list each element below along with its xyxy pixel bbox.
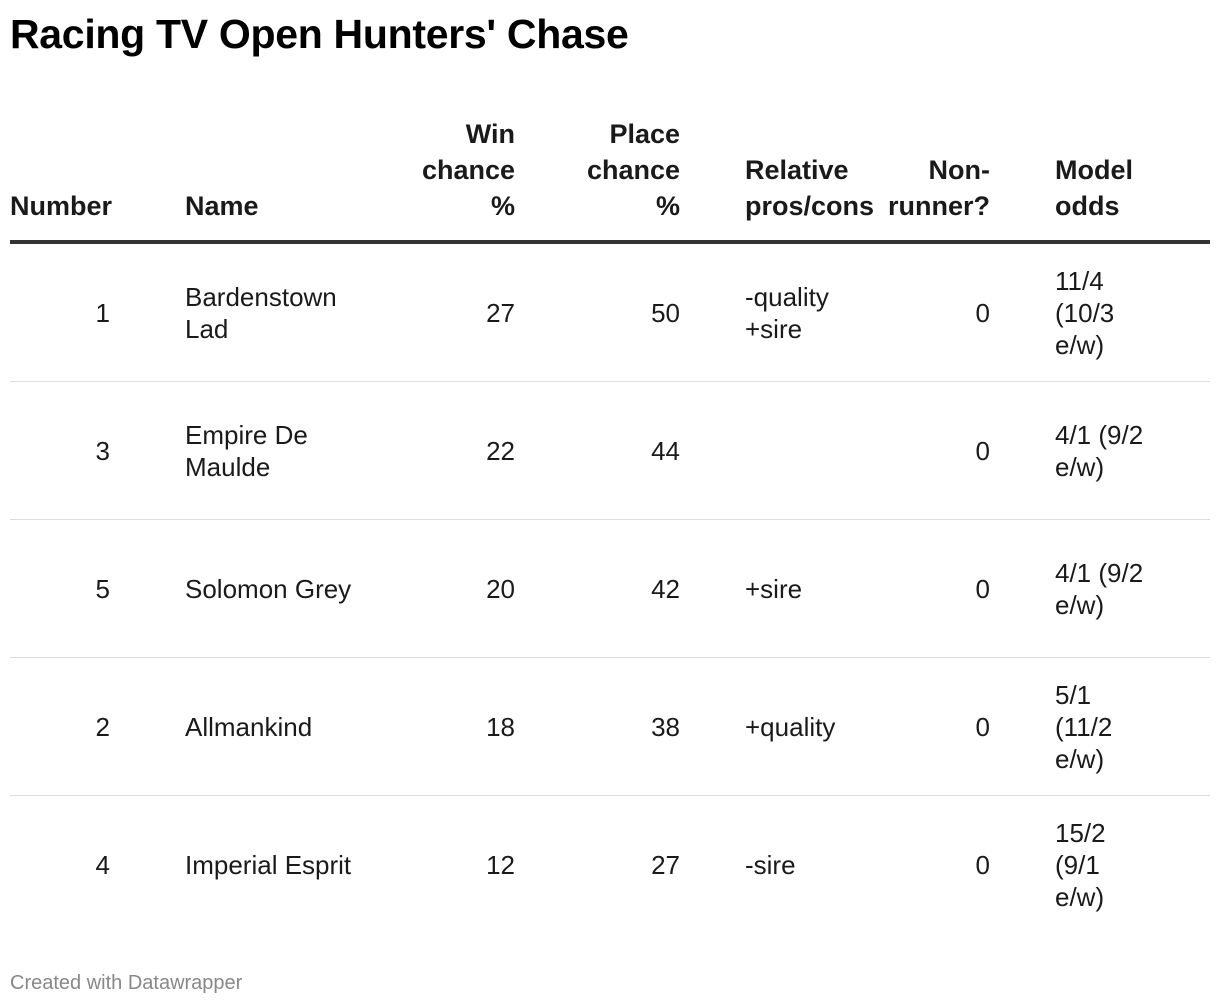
cell-win-chance: 18 <box>345 657 515 796</box>
cell-win-chance-text: 27 <box>486 297 515 328</box>
cell-non-runner-text: 0 <box>975 711 990 742</box>
cell-non-runner: 0 <box>870 381 990 520</box>
cell-model-odds: 15/2 (9/1 e/w) <box>990 796 1210 934</box>
cell-place-chance-text: 27 <box>651 849 680 880</box>
cell-place-chance: 50 <box>515 242 680 382</box>
cell-name-text: Bardenstown Lad <box>185 281 337 344</box>
cell-place-chance: 27 <box>515 796 680 934</box>
cell-model-odds: 11/4 (10/3 e/w) <box>990 242 1210 382</box>
table-body: 1 Bardenstown Lad 27 50 -quality +sire 0 11/4 … <box>10 242 1210 933</box>
cell-relative-pros-cons: -quality +sire <box>680 242 870 382</box>
cell-place-chance-text: 38 <box>651 711 680 742</box>
cell-place-chance: 44 <box>515 381 680 520</box>
cell-non-runner-text: 0 <box>975 849 990 880</box>
cell-win-chance-text: 22 <box>486 435 515 466</box>
cell-relative-pros-cons: +sire <box>680 519 870 658</box>
table-row: 1 Bardenstown Lad 27 50 -quality +sire 0 11/4 … <box>10 242 1210 382</box>
cell-number-text: 4 <box>95 849 110 880</box>
column-header-place-chance[interactable]: Place chance % <box>515 116 680 244</box>
cell-win-chance-text: 20 <box>486 573 515 604</box>
cell-model-odds: 4/1 (9/2 e/w) <box>990 519 1210 658</box>
cell-name: Imperial Esprit <box>150 796 351 934</box>
cell-relative-pros-cons <box>680 381 870 520</box>
cell-number: 3 <box>10 381 150 520</box>
cell-relative-pros-cons: -sire <box>680 796 870 934</box>
table-row: 4 Imperial Esprit 12 27 -sire 0 15/2 (9/1 e/w) <box>10 796 1210 934</box>
cell-model-odds-text: 5/1 (11/2 e/w) <box>1055 679 1113 774</box>
cell-non-runner-text: 0 <box>975 435 990 466</box>
cell-win-chance: 27 <box>345 242 515 382</box>
cell-name-text: Solomon Grey <box>185 573 352 604</box>
cell-non-runner: 0 <box>870 242 990 382</box>
cell-relative-pros-cons-text: -sire <box>745 849 796 880</box>
cell-place-chance-text: 44 <box>651 435 680 466</box>
cell-number-text: 3 <box>95 435 110 466</box>
cell-win-chance: 20 <box>345 519 515 658</box>
cell-name: Solomon Grey <box>150 519 351 658</box>
column-header-non-runner[interactable]: Non-runner? <box>870 116 990 244</box>
cell-number: 1 <box>10 242 150 382</box>
cell-model-odds: 5/1 (11/2 e/w) <box>990 657 1210 796</box>
cell-place-chance-text: 42 <box>651 573 680 604</box>
column-header-win-chance[interactable]: Win chance % <box>345 116 515 244</box>
cell-number-text: 5 <box>95 573 110 604</box>
chart-title: Racing TV Open Hunters' Chase <box>10 11 629 57</box>
cell-name: Empire De Maulde <box>150 381 345 520</box>
cell-model-odds-text: 4/1 (9/2 e/w) <box>1055 419 1144 482</box>
column-header-name[interactable]: Name <box>150 116 345 244</box>
header-row: Number Name Win chance % Place chance % … <box>10 116 1210 244</box>
column-header-relative-pros-cons[interactable]: Relative pros/cons <box>680 116 874 244</box>
cell-non-runner: 0 <box>870 796 990 934</box>
cell-relative-pros-cons-text: -quality +sire <box>745 281 829 344</box>
results-table: Number Name Win chance % Place chance % … <box>10 116 1210 933</box>
cell-name: Bardenstown Lad <box>150 242 345 382</box>
cell-name-text: Imperial Esprit <box>185 849 352 880</box>
cell-relative-pros-cons-text: +quality <box>745 711 836 742</box>
cell-number: 4 <box>10 796 150 934</box>
column-header-model-odds[interactable]: Model odds <box>990 116 1210 244</box>
cell-win-chance-text: 12 <box>486 849 515 880</box>
cell-non-runner: 0 <box>870 519 990 658</box>
cell-relative-pros-cons: +quality <box>680 657 870 796</box>
table-row: 3 Empire De Maulde 22 44 0 4/1 (9/2 e/w) <box>10 381 1210 520</box>
cell-number: 5 <box>10 519 150 658</box>
attribution-footer[interactable]: Created with Datawrapper <box>10 972 243 994</box>
cell-non-runner-text: 0 <box>975 297 990 328</box>
cell-number-text: 1 <box>95 297 110 328</box>
cell-name-text: Allmankind <box>185 711 313 742</box>
table-row: 2 Allmankind 18 38 +quality 0 5/1 (11/2 e/w) <box>10 657 1210 796</box>
cell-win-chance: 12 <box>345 796 515 934</box>
cell-place-chance-text: 50 <box>651 297 680 328</box>
cell-relative-pros-cons-text: +sire <box>745 573 803 604</box>
cell-model-odds: 4/1 (9/2 e/w) <box>990 381 1210 520</box>
cell-name: Allmankind <box>150 657 345 796</box>
cell-non-runner: 0 <box>870 657 990 796</box>
cell-model-odds-text: 15/2 (9/1 e/w) <box>1055 817 1106 912</box>
cell-model-odds-text: 4/1 (9/2 e/w) <box>1055 557 1144 620</box>
cell-name-text: Empire De Maulde <box>185 419 308 482</box>
table-row: 5 Solomon Grey 20 42 +sire 0 4/1 (9/2 e/w) <box>10 519 1210 658</box>
column-header-number[interactable]: Number <box>10 116 150 244</box>
cell-place-chance: 38 <box>515 657 680 796</box>
cell-place-chance: 42 <box>515 519 680 658</box>
cell-non-runner-text: 0 <box>975 573 990 604</box>
cell-number: 2 <box>10 657 150 796</box>
cell-model-odds-text: 11/4 (10/3 e/w) <box>1055 265 1115 360</box>
cell-win-chance: 22 <box>345 381 515 520</box>
cell-number-text: 2 <box>95 711 110 742</box>
cell-win-chance-text: 18 <box>486 711 515 742</box>
